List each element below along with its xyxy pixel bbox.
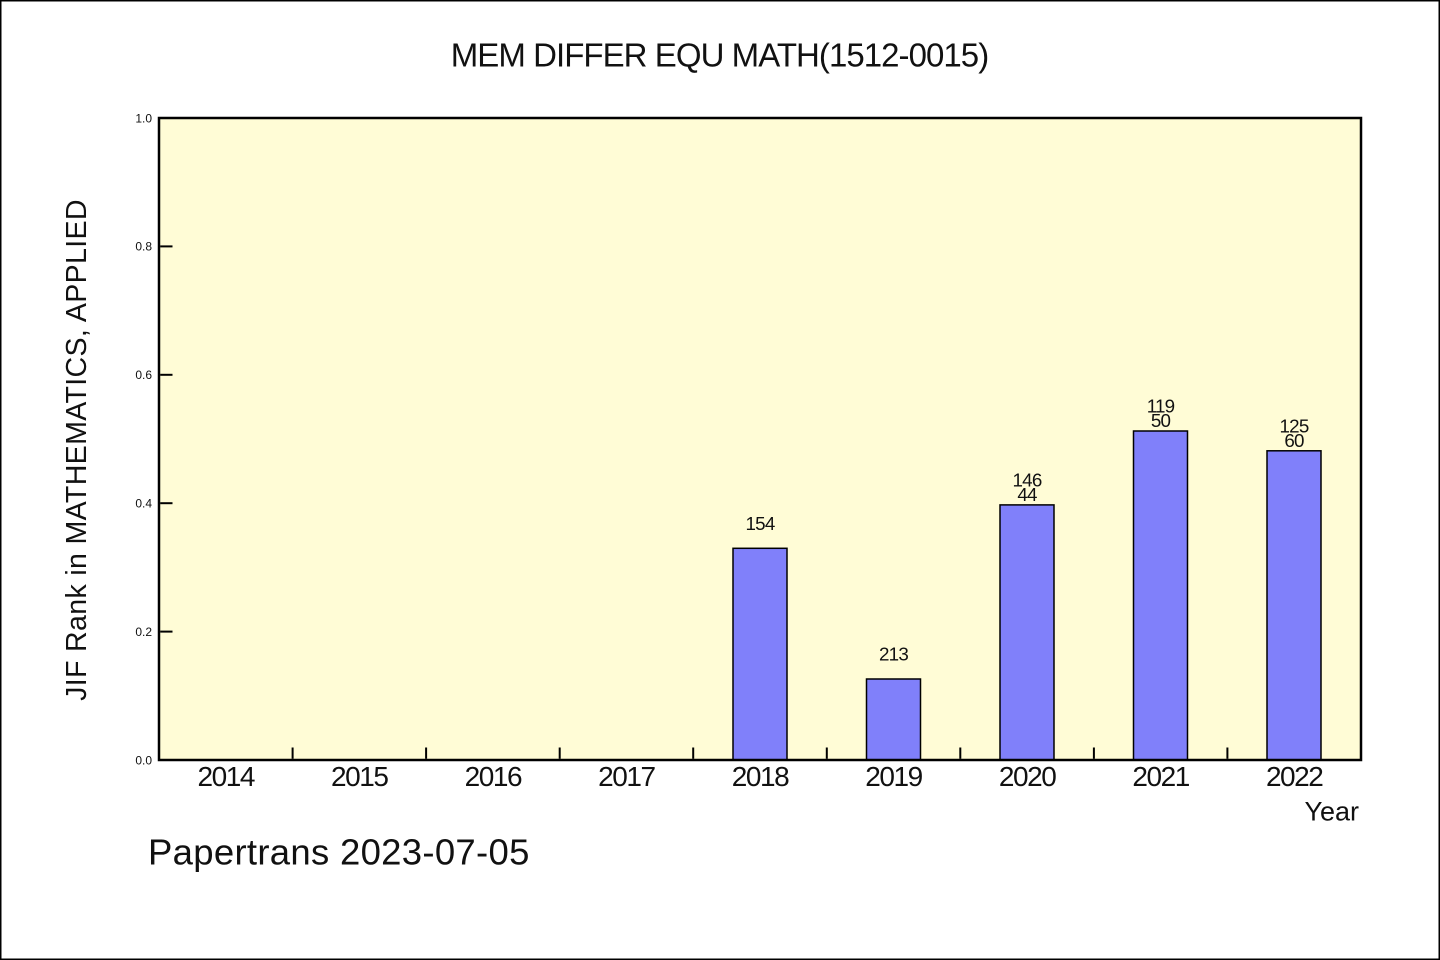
svg-text:MEM DIFFER EQU MATH(1512-0015): MEM DIFFER EQU MATH(1512-0015) [451, 37, 989, 74]
svg-text:Papertrans 2023-07-05: Papertrans 2023-07-05 [148, 831, 530, 872]
svg-text:2015: 2015 [331, 761, 388, 792]
svg-text:0.6: 0.6 [135, 368, 152, 382]
svg-text:0.8: 0.8 [135, 240, 152, 254]
svg-text:154: 154 [746, 513, 775, 534]
svg-text:2016: 2016 [465, 761, 522, 792]
svg-text:2018: 2018 [732, 761, 789, 792]
svg-text:2021: 2021 [1132, 761, 1189, 792]
svg-text:2020: 2020 [999, 761, 1056, 792]
svg-text:2014: 2014 [198, 761, 255, 792]
svg-text:Year: Year [1304, 797, 1359, 827]
svg-text:125: 125 [1280, 416, 1309, 437]
svg-text:JIF Rank in MATHEMATICS, APPLI: JIF Rank in MATHEMATICS, APPLIED [61, 199, 93, 701]
svg-text:0.2: 0.2 [135, 625, 152, 639]
svg-text:1.0: 1.0 [135, 111, 152, 125]
svg-text:213: 213 [879, 644, 908, 665]
svg-text:0.4: 0.4 [135, 497, 152, 511]
svg-text:0.0: 0.0 [135, 753, 152, 767]
svg-text:44: 44 [1017, 484, 1037, 505]
svg-text:2017: 2017 [598, 761, 655, 792]
svg-text:146: 146 [1013, 470, 1042, 491]
svg-text:2022: 2022 [1266, 761, 1323, 792]
svg-text:50: 50 [1151, 410, 1171, 431]
svg-text:119: 119 [1147, 396, 1175, 417]
svg-text:60: 60 [1284, 430, 1304, 451]
svg-text:2019: 2019 [865, 761, 922, 792]
